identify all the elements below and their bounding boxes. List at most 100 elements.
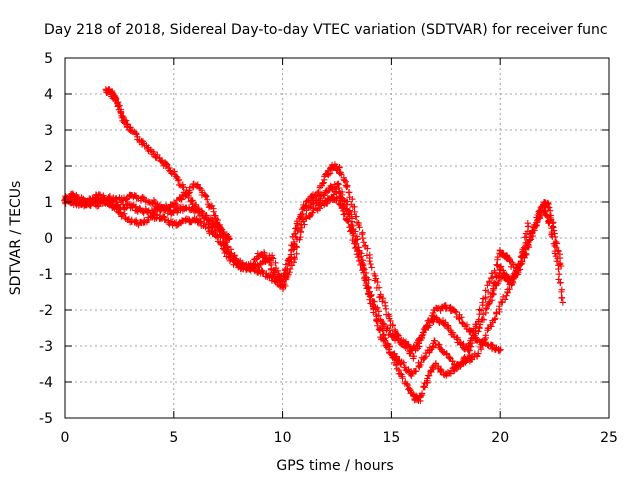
data-point	[226, 235, 233, 242]
data-point	[367, 260, 374, 268]
data-point	[291, 254, 298, 261]
data-point	[558, 294, 566, 301]
data-point	[158, 158, 166, 165]
data-point	[404, 344, 411, 351]
y-tick-label: 2	[44, 159, 53, 175]
data-point	[345, 218, 352, 225]
data-point	[480, 316, 488, 324]
data-point	[329, 194, 336, 201]
data-point	[419, 331, 427, 338]
data-point	[297, 228, 305, 235]
data-point	[380, 335, 388, 343]
data-point	[159, 213, 167, 220]
data-point	[323, 200, 331, 207]
data-point	[437, 366, 445, 374]
data-point	[214, 216, 221, 224]
data-point	[551, 233, 559, 241]
data-point	[363, 284, 370, 292]
data-point	[372, 311, 380, 318]
x-tick-label: 20	[491, 430, 509, 446]
data-point	[465, 347, 472, 355]
grid-lines	[65, 58, 609, 418]
x-axis-ticks: 0 5 10 15 20 25	[61, 58, 618, 446]
data-point	[524, 220, 531, 227]
data-point	[198, 191, 206, 199]
data-point	[325, 187, 332, 194]
data-point	[421, 354, 428, 362]
data-point	[416, 343, 423, 350]
data-point	[366, 293, 374, 300]
data-point	[127, 127, 135, 135]
data-point	[477, 343, 484, 351]
data-point	[553, 240, 561, 247]
data-point	[374, 278, 381, 286]
data-point	[533, 217, 541, 224]
data-point	[369, 303, 377, 310]
data-point	[211, 212, 218, 219]
data-point	[301, 221, 308, 228]
data-point	[412, 367, 420, 375]
data-point	[557, 279, 564, 286]
data-point	[491, 316, 498, 323]
data-point	[208, 202, 216, 209]
data-point	[524, 241, 532, 248]
data-point	[216, 228, 223, 236]
data-point	[495, 272, 502, 279]
data-point	[113, 204, 120, 212]
data-point	[210, 208, 217, 215]
data-point	[373, 317, 380, 325]
y-tick-label: -3	[39, 339, 53, 355]
data-point	[350, 232, 357, 239]
data-point	[495, 277, 503, 285]
y-tick-label: 1	[44, 195, 53, 211]
data-point	[475, 328, 482, 335]
data-point	[451, 308, 459, 315]
data-point	[333, 185, 340, 193]
data-point	[400, 359, 407, 366]
data-point	[487, 293, 494, 300]
data-point	[420, 383, 428, 390]
data-point	[272, 259, 279, 267]
data-point	[343, 201, 351, 209]
data-point	[418, 334, 426, 342]
data-point	[262, 258, 269, 266]
data-point	[468, 335, 475, 342]
data-marks	[61, 85, 567, 405]
y-tick-label: 5	[44, 51, 53, 67]
data-point	[403, 380, 410, 388]
data-point	[360, 239, 367, 246]
data-point	[501, 296, 509, 303]
data-point	[272, 278, 279, 285]
data-point	[351, 208, 358, 216]
data-point	[425, 372, 433, 379]
data-point	[313, 205, 321, 213]
data-point	[436, 341, 443, 349]
data-point	[85, 198, 92, 206]
data-point	[379, 295, 387, 302]
data-point	[472, 336, 479, 343]
y-tick-label: -5	[39, 411, 53, 427]
data-point	[298, 224, 306, 231]
data-point	[551, 250, 559, 257]
data-point	[380, 321, 388, 329]
data-point	[553, 244, 560, 251]
data-point	[356, 249, 363, 256]
data-point	[204, 196, 211, 203]
data-point	[317, 201, 324, 208]
data-point	[281, 280, 288, 288]
data-point	[482, 332, 489, 339]
data-point	[282, 276, 290, 283]
data-point	[457, 363, 464, 370]
data-point	[358, 230, 366, 238]
data-point	[338, 171, 345, 178]
data-point	[172, 200, 179, 207]
data-point	[556, 261, 564, 268]
data-point	[355, 244, 362, 251]
data-point	[376, 327, 384, 334]
data-point	[356, 224, 363, 231]
data-point	[324, 195, 331, 203]
data-point	[476, 306, 483, 313]
data-point	[194, 181, 201, 188]
data-point	[410, 352, 418, 360]
data-point	[482, 294, 489, 301]
